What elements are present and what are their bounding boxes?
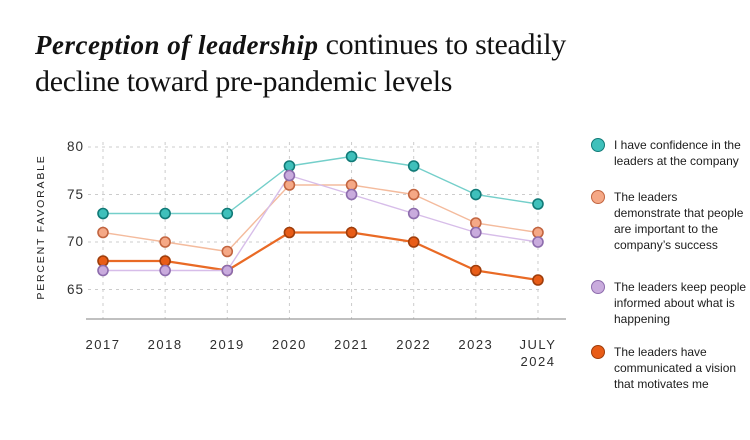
data-point-marker [221,245,234,258]
data-point-marker [283,169,296,182]
legend-label: The leaders demonstrate that people are … [614,190,744,252]
x-axis-label: 2021 [334,337,369,352]
y-axis-title: PERCENT FAVORABLE [35,154,47,300]
legend-label: The leaders have communicated a vision t… [614,345,737,391]
data-point-marker [283,160,296,172]
data-point-marker [221,264,234,277]
data-point-marker [97,264,109,277]
data-point-marker [532,236,544,248]
chart-title-handwritten: Perception of leadership [35,30,319,60]
series-line [103,155,539,215]
series-line [103,174,539,272]
data-point-marker [283,179,296,191]
legend-marker-icon [591,190,605,204]
y-tick-label: 75 [66,186,84,202]
data-point-marker [159,264,171,277]
chart-title: Perception of leadership continues to st… [35,26,591,99]
legend-item: The leaders have communicated a vision t… [591,344,747,392]
data-point-marker [532,226,544,239]
data-point-marker [159,236,171,248]
data-point-marker [97,255,109,267]
data-point-marker [470,188,482,201]
data-point-marker [283,226,296,239]
data-point-marker [407,207,420,220]
legend-marker-icon [591,138,605,152]
data-point-marker [159,255,171,267]
legend-label: I have confidence in the leaders at the … [614,138,741,168]
y-tick-label: 80 [66,139,84,154]
legend-item: The leaders keep people informed about w… [591,279,747,327]
y-tick-label: 65 [66,281,84,297]
data-point-marker [221,207,234,220]
data-point-marker [532,198,544,210]
data-point-marker [407,188,420,201]
data-point-marker [470,217,482,229]
legend-marker-icon [591,280,605,294]
x-axis-label: 2022 [396,337,432,352]
data-point-marker [345,188,358,201]
data-point-marker [97,226,109,239]
legend-label: The leaders keep people informed about w… [614,280,747,326]
data-point-marker [97,207,109,220]
legend-item: The leaders demonstrate that people are … [591,189,747,253]
data-point-marker [345,179,358,191]
x-axis-label: 2018 [147,337,183,352]
data-point-marker [532,274,544,286]
legend-marker-icon [591,345,605,359]
series-line [103,231,539,282]
data-point-marker [470,226,482,239]
data-point-marker [345,150,358,163]
x-axis-label: JULY 2024 [519,337,557,369]
chart-title-serif: continues to steadily decline toward pre… [35,28,566,98]
x-axis-label: 2023 [458,337,494,352]
data-point-marker [407,160,420,172]
data-point-marker [407,236,420,248]
legend-item: I have confidence in the leaders at the … [591,137,747,169]
x-axis-label: 2017 [85,337,121,352]
x-axis-label: 2020 [271,337,307,352]
data-point-marker [159,207,171,220]
y-tick-label: 70 [66,234,84,249]
x-axis-label: 2019 [209,337,245,352]
data-point-marker [345,226,358,239]
data-point-marker [470,264,482,277]
